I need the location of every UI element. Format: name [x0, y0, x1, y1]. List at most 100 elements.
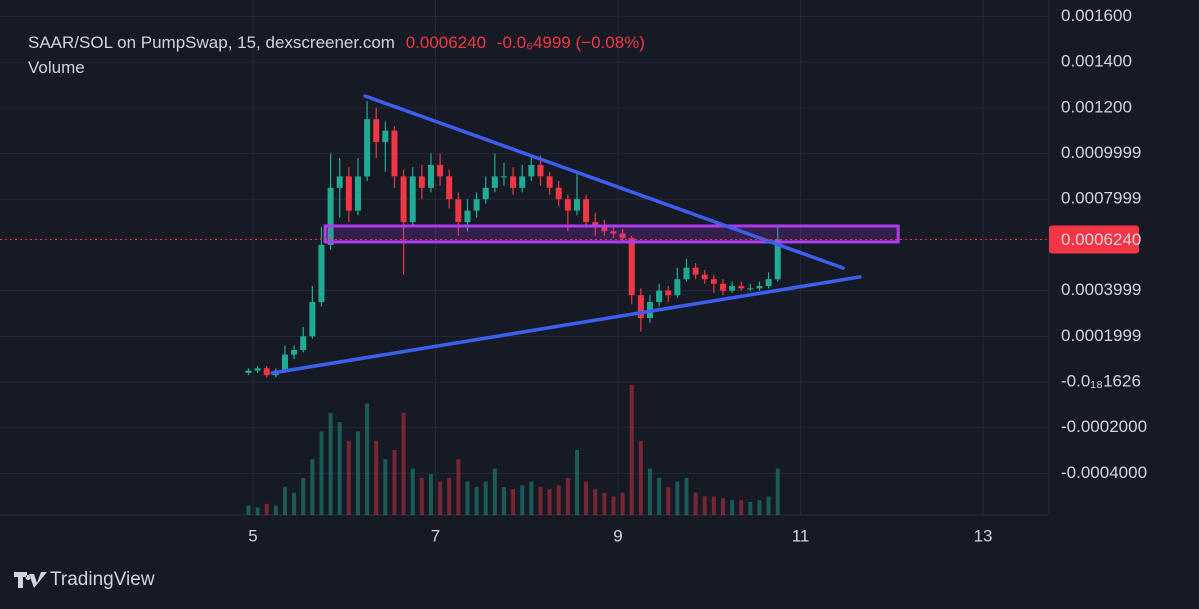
volume-bar: [693, 492, 698, 515]
volume-bar: [282, 487, 287, 515]
x-tick-label: 13: [974, 526, 993, 545]
volume-bar: [647, 468, 652, 515]
change-text: -0.0₆4999 (−0.08%): [496, 33, 645, 52]
candle-body: [446, 176, 453, 200]
candle-body: [719, 283, 726, 291]
candle-body: [500, 176, 507, 178]
y-tick-label: 0.0007999: [1061, 189, 1141, 208]
candle-body: [345, 176, 352, 211]
volume-bar: [319, 431, 324, 515]
volume-bar: [574, 450, 579, 515]
y-tick-label: -0.0002000: [1061, 417, 1147, 436]
candle-body: [437, 164, 444, 177]
candle-body: [254, 368, 261, 371]
candle-body: [364, 119, 371, 177]
volume-bar: [666, 487, 671, 515]
candle-body: [409, 176, 416, 223]
candle-body: [610, 231, 617, 234]
volume-bar: [657, 477, 662, 515]
volume-bar: [456, 459, 461, 515]
candle-body: [354, 176, 361, 211]
volume-bar: [246, 505, 251, 515]
candle-body: [619, 233, 626, 239]
candle-body: [701, 274, 708, 280]
candle-body: [464, 210, 471, 223]
x-tick-label: 11: [792, 526, 810, 545]
candle-body: [683, 267, 690, 280]
candle-body: [601, 226, 608, 232]
candle-body: [665, 290, 672, 296]
volume-bar: [547, 489, 552, 515]
volume-bar: [492, 468, 497, 515]
candle-body: [427, 164, 434, 188]
volume-bar: [273, 505, 278, 515]
volume-bar: [438, 481, 443, 515]
candle-body: [519, 176, 526, 188]
candle-body: [263, 368, 270, 376]
candle-body: [318, 244, 325, 303]
volume-bar: [611, 496, 616, 515]
volume-bar: [620, 492, 625, 515]
volume-title: Volume: [28, 58, 85, 77]
candle-body: [546, 176, 553, 188]
volume-bar: [301, 477, 306, 515]
y-tick-label: 0.0003999: [1061, 280, 1141, 299]
candle-body: [656, 290, 663, 303]
volume-bar: [565, 477, 570, 515]
last-price-label: 0.0006240: [1061, 230, 1141, 249]
volume-bar: [355, 431, 360, 515]
volume-bar: [410, 468, 415, 515]
tv-logo: [14, 572, 47, 588]
plot: 0.001600 0.001400 0.001200 0.0009999 0.00079…: [0, 0, 1147, 545]
volume-bar: [401, 412, 406, 515]
candle-body: [573, 199, 580, 211]
volume-bar: [520, 485, 525, 515]
y-tick-label: 0.001600: [1061, 6, 1132, 25]
y-tick-label: 0.001400: [1061, 52, 1132, 71]
volume-bar: [465, 481, 470, 515]
candle-body: [747, 288, 754, 290]
volume-bar: [264, 503, 269, 515]
candle-body: [491, 176, 498, 188]
candle-body: [300, 336, 307, 351]
volume-bar: [419, 477, 424, 515]
candle-body: [592, 222, 599, 227]
volume-bar: [310, 459, 315, 515]
candle-body: [765, 279, 772, 287]
logo-icon: [14, 572, 47, 588]
y-tick-label: 0.0001999: [1061, 326, 1141, 345]
candle-body: [729, 286, 736, 291]
volume-bar: [383, 459, 388, 515]
candle-body: [528, 164, 535, 177]
x-tick-label: 5: [248, 526, 257, 545]
candle-body: [756, 286, 763, 289]
candle-body: [327, 187, 334, 245]
candle-body: [537, 164, 544, 177]
volume-bar: [593, 489, 598, 515]
y-tick-label: 0.0009999: [1061, 143, 1141, 162]
pair-title: SAAR/SOL on PumpSwap, 15, dexscreener.co…: [28, 33, 395, 52]
volume-bar: [292, 492, 297, 515]
candle-body: [774, 239, 781, 280]
legend-header: SAAR/SOL on PumpSwap, 15, dexscreener.co…: [28, 33, 645, 53]
candle-body: [674, 279, 681, 296]
volume-bar: [757, 500, 762, 515]
volume-bar: [684, 477, 689, 515]
trendline: [363, 94, 845, 270]
price-text: 0.0006240: [405, 33, 487, 52]
candle-body: [382, 130, 389, 143]
candle-body: [336, 176, 343, 188]
volume-bar: [584, 481, 589, 515]
candle-body: [510, 176, 517, 188]
volume-bar: [428, 474, 433, 515]
candle-body: [455, 199, 462, 223]
candle-body: [583, 199, 590, 223]
volume-bar: [255, 507, 260, 515]
candle-body: [245, 370, 252, 373]
y-tick-label: -0.0004000: [1061, 463, 1147, 482]
candle-body: [309, 302, 316, 337]
last-price-box: [1049, 225, 1139, 254]
volume-bar: [447, 477, 452, 515]
candle-body: [400, 176, 407, 223]
